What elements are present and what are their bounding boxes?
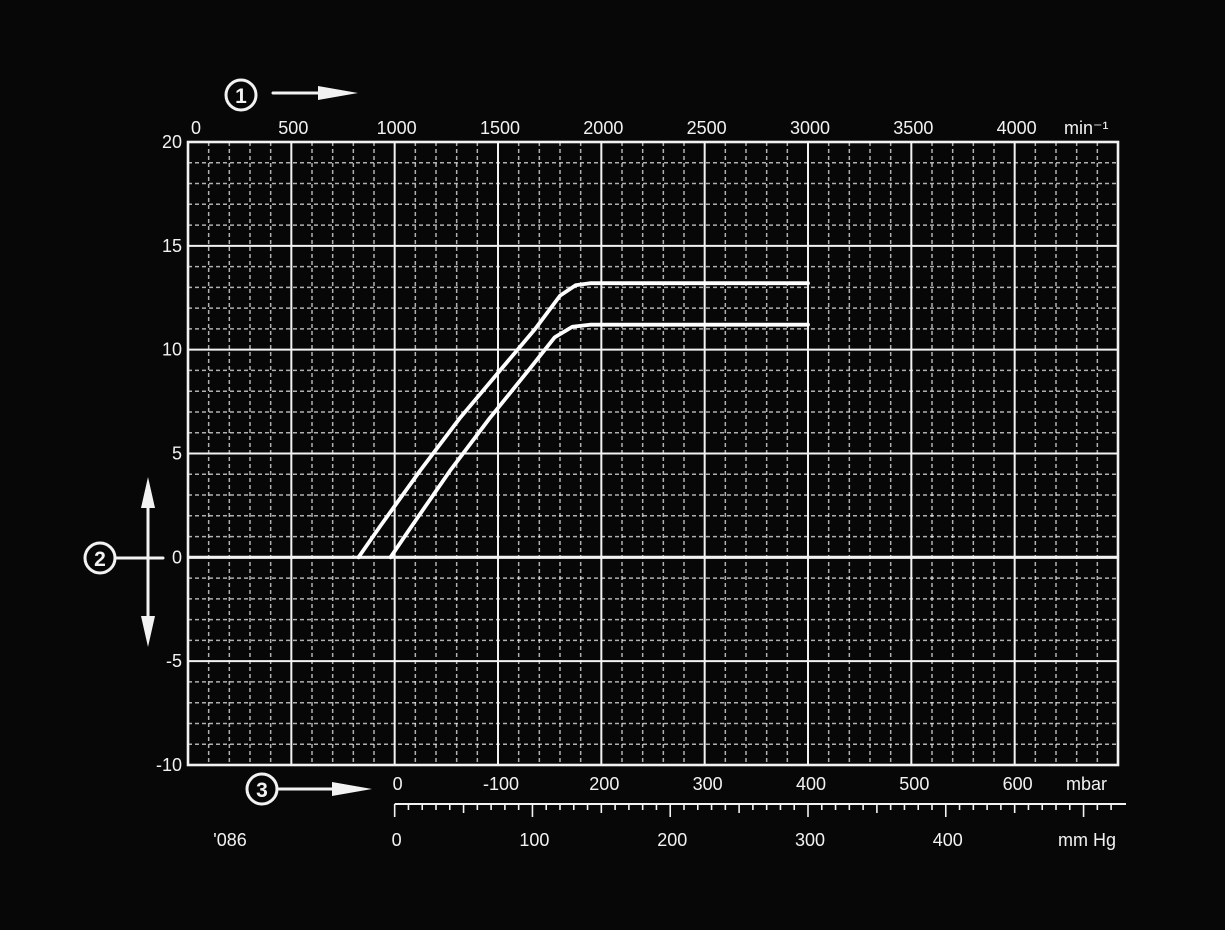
mmhg-tick-label: 0 [392, 830, 402, 850]
mbar-tick-label: -100 [483, 774, 519, 794]
arrow-up-down-icon [114, 477, 165, 647]
marker-2-number: 2 [94, 548, 106, 571]
mbar-tick-label: 200 [589, 774, 619, 794]
series-line-2 [388, 322, 810, 560]
x-axis-tick-label: 4000 [997, 118, 1037, 138]
x-axis-tick-label: 2500 [687, 118, 727, 138]
mmhg-tick-label: 200 [657, 830, 687, 850]
mmhg-ruler-ticks [393, 804, 1112, 817]
arrow-right-icon [277, 782, 372, 796]
x-axis-tick-label: 3500 [893, 118, 933, 138]
mbar-tick-label: 400 [796, 774, 826, 794]
y-axis-tick-labels: 20 15 10 5 0 -5 -10 [156, 132, 182, 775]
x-axis-tick-label: 0 [191, 118, 201, 138]
series-lines [356, 281, 810, 560]
arrow-right-icon [271, 86, 358, 100]
mbar-tick-label: 500 [899, 774, 929, 794]
mbar-unit-label: mbar [1066, 774, 1107, 794]
marker-3-circle [245, 772, 279, 806]
mmhg-tick-label: 400 [933, 830, 963, 850]
marker-3-number: 3 [256, 779, 268, 802]
y-axis-tick-label: 15 [162, 236, 182, 256]
x-axis-tick-labels: 0 500 1000 1500 2000 2500 3000 3500 4000 [191, 118, 1037, 138]
mbar-tick-labels: 0 -100 200 300 400 500 600 [393, 774, 1033, 794]
major-grid [188, 142, 1118, 765]
arrow-head [318, 86, 358, 100]
x-axis-tick-label: 1000 [377, 118, 417, 138]
y-axis-tick-label: 10 [162, 340, 182, 360]
marker-1-circle [224, 78, 258, 112]
mmhg-tick-labels: 0 100 200 300 400 [392, 830, 963, 850]
mbar-axis: 0 -100 200 300 400 500 600 mbar [393, 774, 1107, 794]
marker-1-callout: 1 [224, 78, 358, 112]
arrow-head-up [141, 477, 155, 508]
marker-3-callout: 3 [245, 772, 372, 806]
figure-code: '086 [213, 830, 246, 850]
plot-frame [186, 140, 1120, 767]
x-axis-tick-label: 1500 [480, 118, 520, 138]
x-axis-tick-label: 3000 [790, 118, 830, 138]
y-axis-tick-label: 5 [172, 444, 182, 464]
x-axis-tick-label: 500 [278, 118, 308, 138]
mmhg-unit-label: mm Hg [1058, 830, 1116, 850]
mmhg-tick-label: 300 [795, 830, 825, 850]
mbar-tick-label: 600 [1003, 774, 1033, 794]
arrow-head-down [141, 616, 155, 647]
mmhg-tick-label: 100 [519, 830, 549, 850]
x-axis-unit-label: min⁻¹ [1064, 118, 1109, 138]
y-axis-tick-label: -5 [166, 651, 182, 671]
y-axis-tick-label: -10 [156, 755, 182, 775]
x-axis-tick-label: 2000 [583, 118, 623, 138]
marker-1-number: 1 [235, 85, 247, 108]
y-axis-tick-label: 0 [172, 547, 182, 567]
series-line-1 [356, 281, 810, 560]
mbar-tick-label: 0 [393, 774, 403, 794]
mbar-tick-label: 300 [693, 774, 723, 794]
arrow-head [332, 782, 372, 796]
mmhg-axis: 0 100 200 300 400 mm Hg [392, 803, 1126, 850]
marker-2-callout: 2 [83, 477, 165, 647]
y-axis-tick-label: 20 [162, 132, 182, 152]
